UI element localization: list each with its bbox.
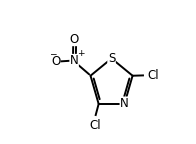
Text: S: S xyxy=(108,52,115,65)
Text: N: N xyxy=(70,54,79,67)
Text: O: O xyxy=(70,33,79,46)
Text: Cl: Cl xyxy=(89,119,101,132)
Text: +: + xyxy=(77,49,85,58)
Text: O: O xyxy=(51,55,60,68)
Text: Cl: Cl xyxy=(148,69,159,82)
Text: −: − xyxy=(49,49,56,58)
Text: N: N xyxy=(120,97,129,110)
